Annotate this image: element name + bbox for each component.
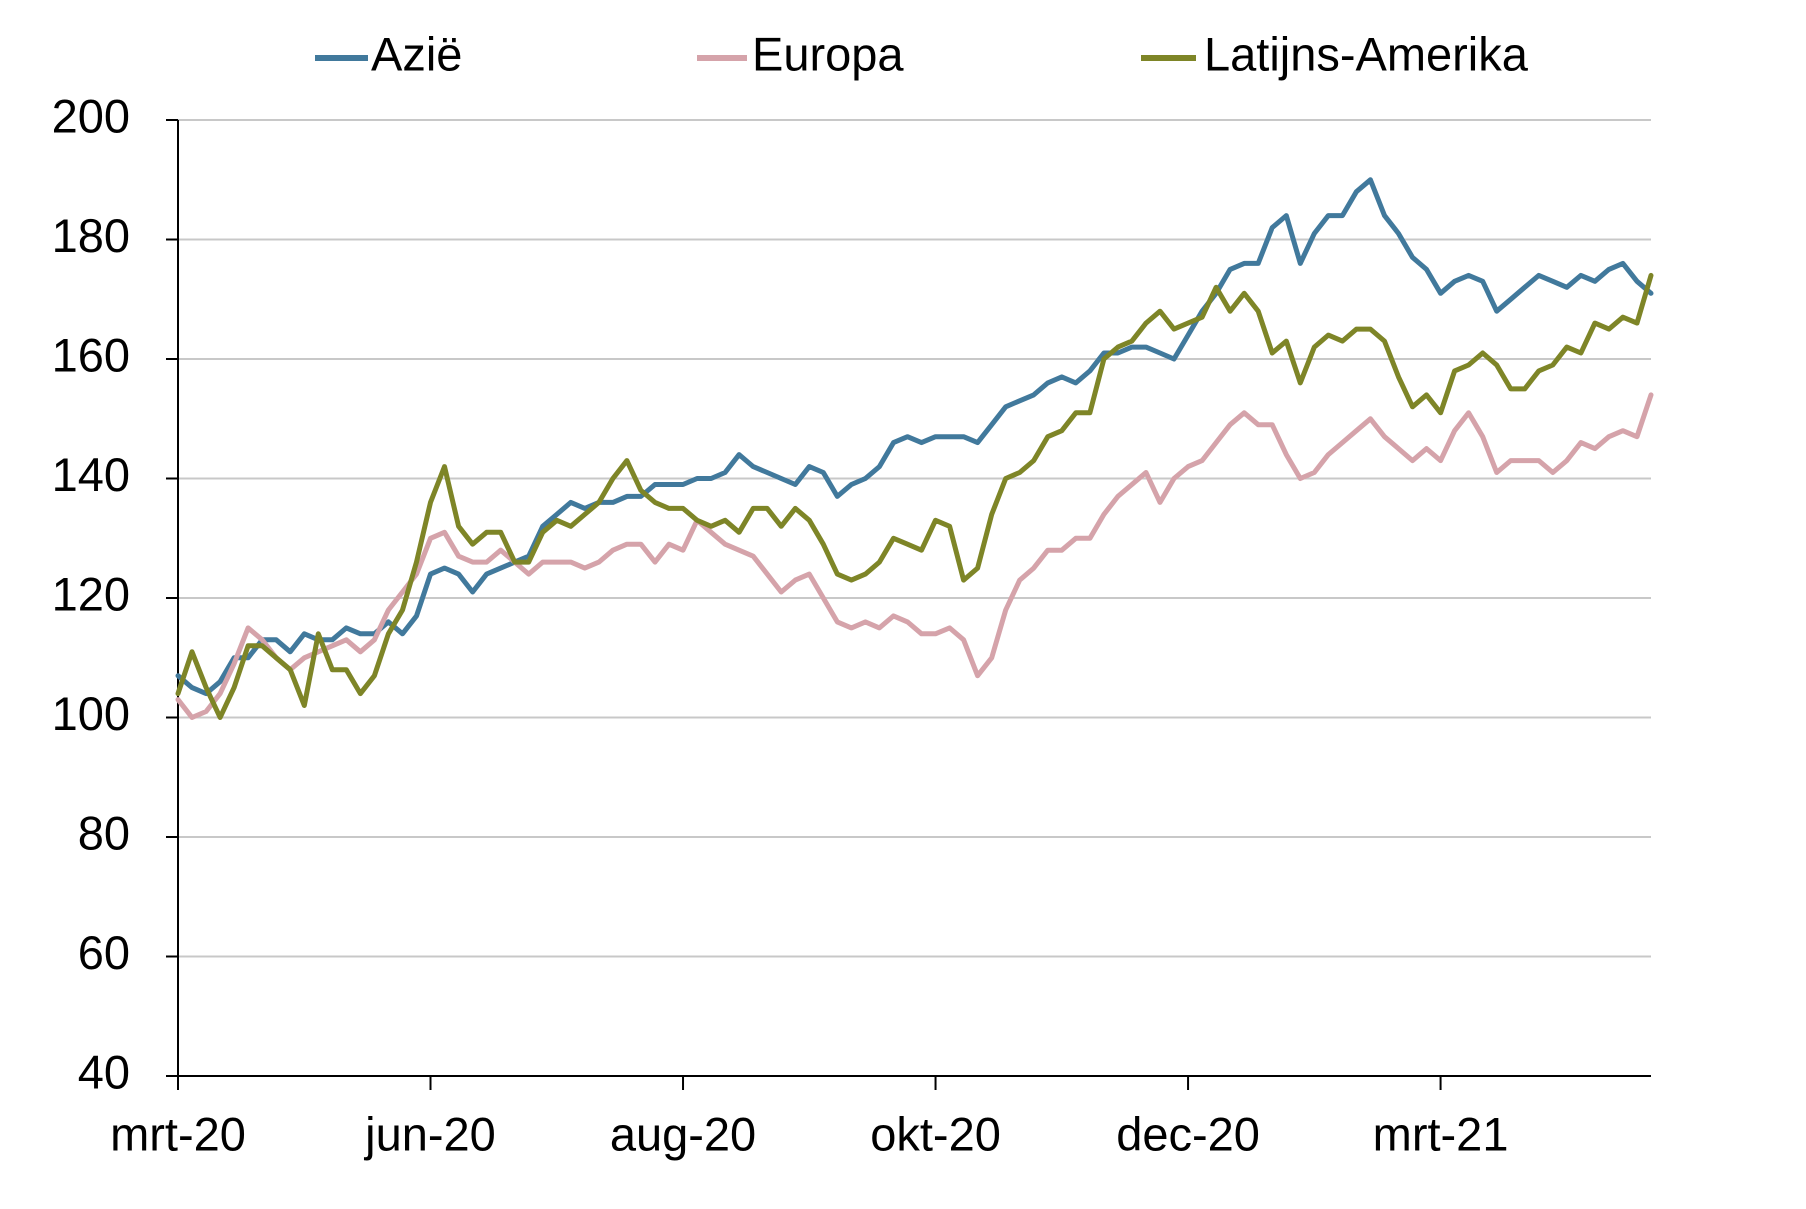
y-tick-label: 80: [78, 806, 130, 859]
x-tick-label: okt-20: [870, 1107, 1001, 1160]
series-line-azi-: [175, 177, 1654, 697]
y-tick-label: 120: [52, 567, 130, 620]
y-tick-label: 200: [52, 89, 130, 142]
legend-label-azie: Azië: [371, 27, 462, 80]
series-line-europa: [175, 392, 1654, 720]
x-axis-ticks: mrt-20 jun-20 aug-20 okt-20 dec-20 mrt-21: [110, 1076, 1508, 1160]
legend: Azië Europa Latijns-Amerika: [315, 27, 1529, 80]
y-tick-label: 40: [78, 1045, 130, 1098]
legend-item-latijns-amerika: Latijns-Amerika: [1141, 27, 1529, 80]
x-tick-label: aug-20: [610, 1107, 756, 1160]
gridlines: [178, 119, 1651, 958]
y-tick-label: 180: [52, 209, 130, 262]
series-lines: [175, 177, 1654, 720]
y-tick-label: 100: [52, 687, 130, 740]
legend-label-europa: Europa: [752, 27, 904, 80]
legend-label-latijns-amerika: Latijns-Amerika: [1204, 27, 1529, 80]
x-tick-label: jun-20: [363, 1107, 496, 1160]
x-tick-label: mrt-20: [110, 1107, 246, 1160]
y-tick-label: 60: [78, 926, 130, 979]
y-tick-label: 160: [52, 328, 130, 381]
x-tick-label: dec-20: [1116, 1107, 1260, 1160]
y-tick-label: 140: [52, 448, 130, 501]
x-tick-label: mrt-21: [1373, 1107, 1509, 1160]
legend-item-europa: Europa: [697, 27, 904, 80]
series-line-latijns-amerika: [175, 272, 1654, 720]
legend-item-azie: Azië: [315, 27, 462, 80]
y-axis-ticks: 40 60 80 100 120 140 160 180 200: [52, 89, 178, 1098]
